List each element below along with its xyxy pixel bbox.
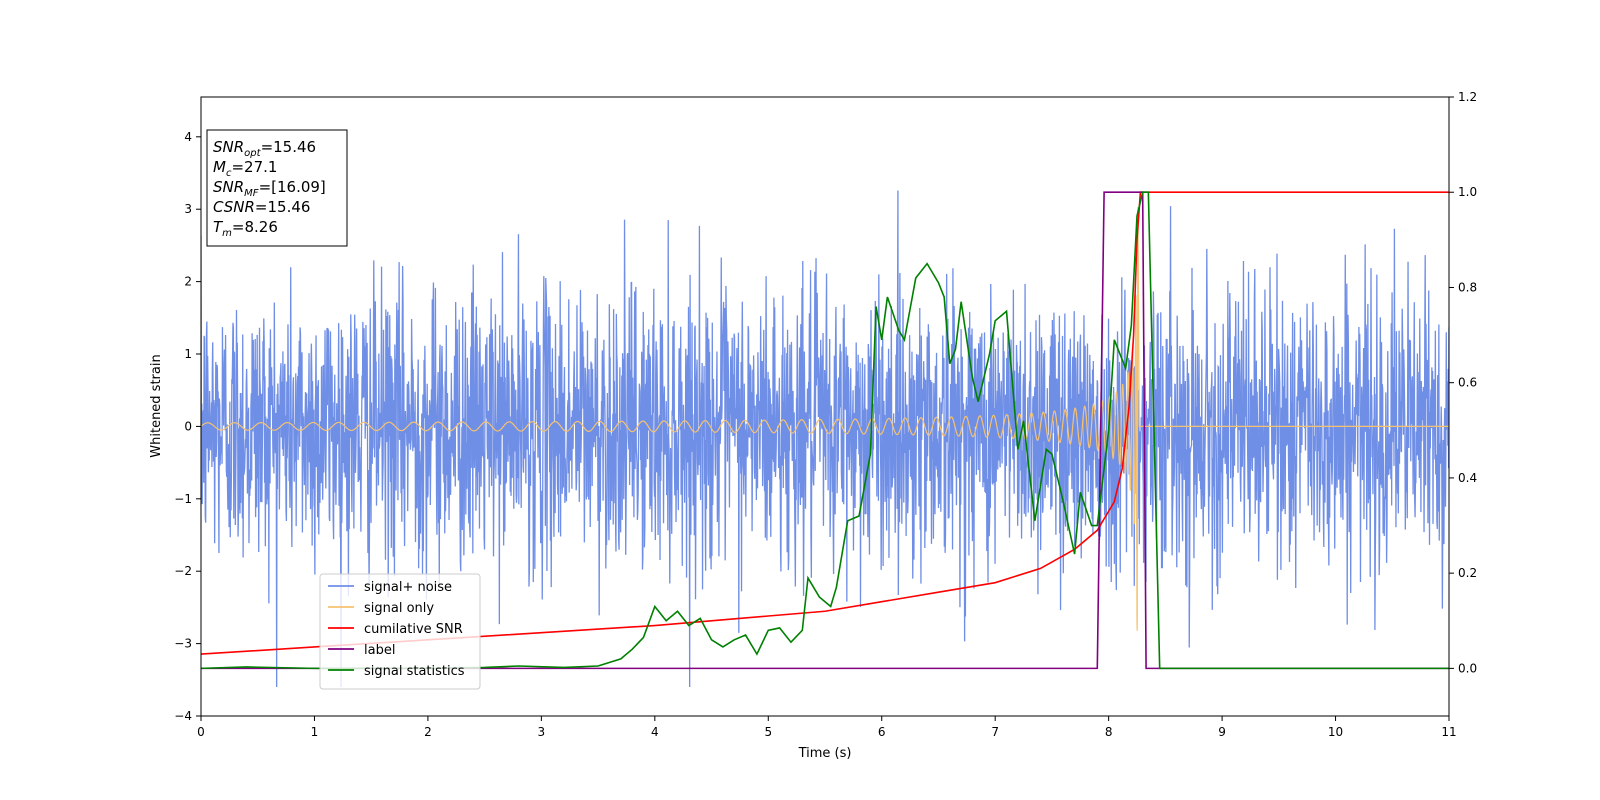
- legend-entry: signal only: [364, 601, 434, 616]
- y-right-tick-label: 0.0: [1458, 661, 1477, 675]
- annotation-line: SNRopt=15.46: [213, 138, 316, 159]
- legend: signal+ noise signal only cumilative SNR la…: [319, 573, 481, 690]
- plot-area: [201, 190, 1449, 688]
- y-tick-label: 1: [184, 347, 192, 361]
- y-tick-label: 4: [184, 130, 192, 144]
- y-right-tick-label: 0.2: [1458, 566, 1477, 580]
- axes-frame: [200, 96, 1450, 717]
- x-axis-label: Time (s): [798, 746, 852, 761]
- x-tick-label: 8: [1105, 725, 1113, 739]
- y-tick-label: 3: [184, 202, 192, 216]
- y-right-tick-label: 0.8: [1458, 280, 1477, 294]
- series-signal-noise-line: [201, 190, 1449, 688]
- y-right-tick-label: 1.2: [1458, 90, 1477, 104]
- legend-frame: [319, 573, 481, 690]
- y-tick-label: 0: [184, 419, 192, 433]
- series-signal-statistics-line: [201, 191, 1449, 670]
- legend-entry: cumilative SNR: [364, 622, 463, 637]
- x-axis: 0 1 2 3 4 5 6 7 8 9 10 11: [197, 716, 1457, 739]
- y-axis-left: −4 −3 −2 −1 0 1 2 3 4: [174, 130, 201, 723]
- series-cumilative-snr-line: [201, 191, 1449, 655]
- x-tick-label: 5: [764, 725, 772, 739]
- parameter-annotation-box: SNRopt=15.46Mc=27.1SNRMF=[16.09]CSNR=15.…: [206, 129, 348, 247]
- y-tick-label: −4: [174, 709, 192, 723]
- y-axis-label: Whitened strain: [149, 354, 164, 457]
- series-signal-only-line: [201, 207, 1449, 631]
- y-tick-label: 2: [184, 275, 192, 289]
- y-right-tick-label: 0.4: [1458, 471, 1477, 485]
- y-tick-label: −2: [174, 564, 192, 578]
- annotation-line: Tm=8.26: [213, 218, 278, 239]
- y-tick-label: −1: [174, 492, 192, 506]
- annotation-frame: [206, 129, 348, 247]
- annotation-line: SNRMF=[16.09]: [213, 178, 326, 199]
- x-tick-label: 1: [311, 725, 319, 739]
- annotation-line: CSNR=15.46: [213, 198, 310, 216]
- x-tick-label: 6: [878, 725, 886, 739]
- y-axis-right: 0.0 0.2 0.4 0.6 0.8 1.0 1.2: [1449, 90, 1477, 675]
- x-tick-label: 7: [991, 725, 999, 739]
- annotation-line: Mc=27.1: [213, 158, 277, 179]
- y-right-tick-label: 1.0: [1458, 185, 1477, 199]
- x-tick-label: 10: [1328, 725, 1343, 739]
- y-right-tick-label: 0.6: [1458, 376, 1477, 390]
- legend-entry: label: [364, 643, 395, 658]
- x-tick-label: 9: [1218, 725, 1226, 739]
- legend-entry: signal+ noise: [364, 580, 452, 595]
- legend-entry: signal statistics: [364, 664, 465, 679]
- x-tick-label: 2: [424, 725, 432, 739]
- x-tick-label: 11: [1441, 725, 1456, 739]
- y-tick-label: −3: [174, 637, 192, 651]
- x-tick-label: 3: [538, 725, 546, 739]
- x-tick-label: 0: [197, 725, 205, 739]
- x-tick-label: 4: [651, 725, 659, 739]
